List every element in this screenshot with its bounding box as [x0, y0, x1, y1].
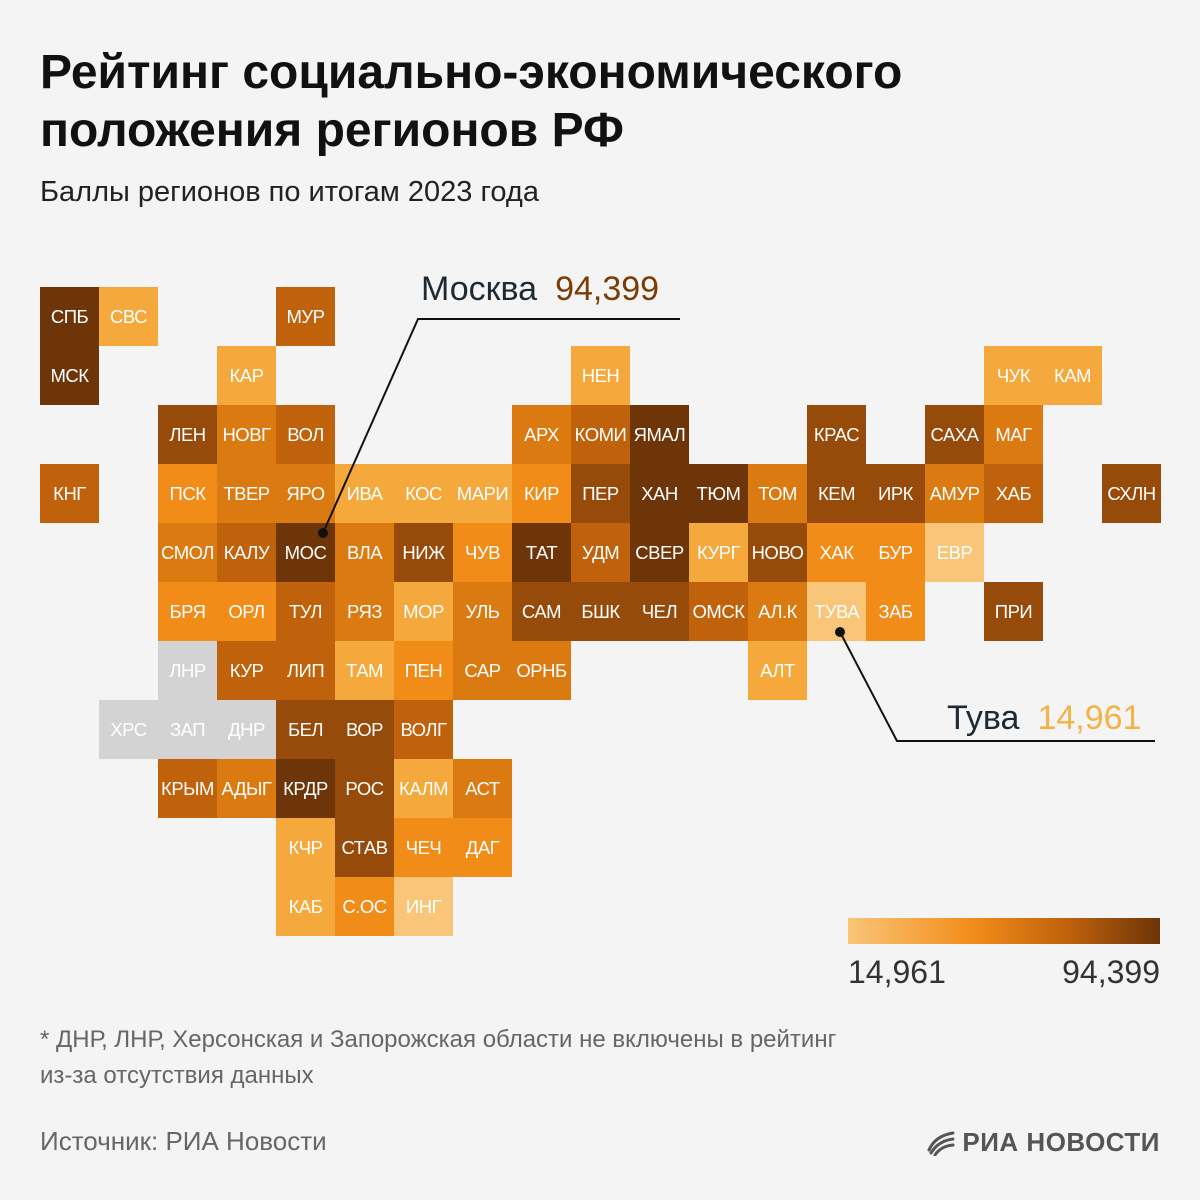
tuva-callout: Тува 14,961: [947, 699, 1141, 738]
footnote-line-1: * ДНР, ЛНР, Херсонская и Запорожская обл…: [40, 1026, 837, 1053]
tuva-callout-value: 14,961: [1037, 699, 1142, 737]
moscow-callout-value: 94,399: [555, 270, 660, 308]
title-line-1: Рейтинг социально-экономического: [40, 46, 903, 99]
subtitle: Баллы регионов по итогам 2023 года: [40, 176, 539, 208]
moscow-callout-name: Москва: [421, 270, 538, 308]
tuva-marker: [835, 627, 845, 637]
page-title: Рейтинг социально-экономического положен…: [40, 44, 1160, 160]
source-credit: Источник: РИА Новости: [40, 1126, 327, 1156]
footnote-line-2: из-за отсутствия данных: [40, 1062, 314, 1089]
tuva-leader-line: [839, 631, 1155, 742]
moscow-callout: Москва 94,399: [421, 270, 659, 309]
legend-gradient-bar: [848, 918, 1160, 944]
moscow-marker: [318, 528, 328, 538]
brand-logo: РИА НОВОСТИ: [926, 1127, 1160, 1158]
title-line-2: положения регионов РФ: [40, 104, 624, 157]
tuva-callout-name: Тува: [947, 699, 1020, 737]
footnote: * ДНР, ЛНР, Херсонская и Запорожская обл…: [40, 1022, 1040, 1094]
legend-max-label: 94,399: [1062, 954, 1160, 990]
ria-logo-icon: [927, 1131, 955, 1156]
brand-name: РИА НОВОСТИ: [962, 1127, 1160, 1157]
moscow-leader-line: [322, 318, 680, 534]
legend-min-label: 14,961: [848, 954, 946, 990]
